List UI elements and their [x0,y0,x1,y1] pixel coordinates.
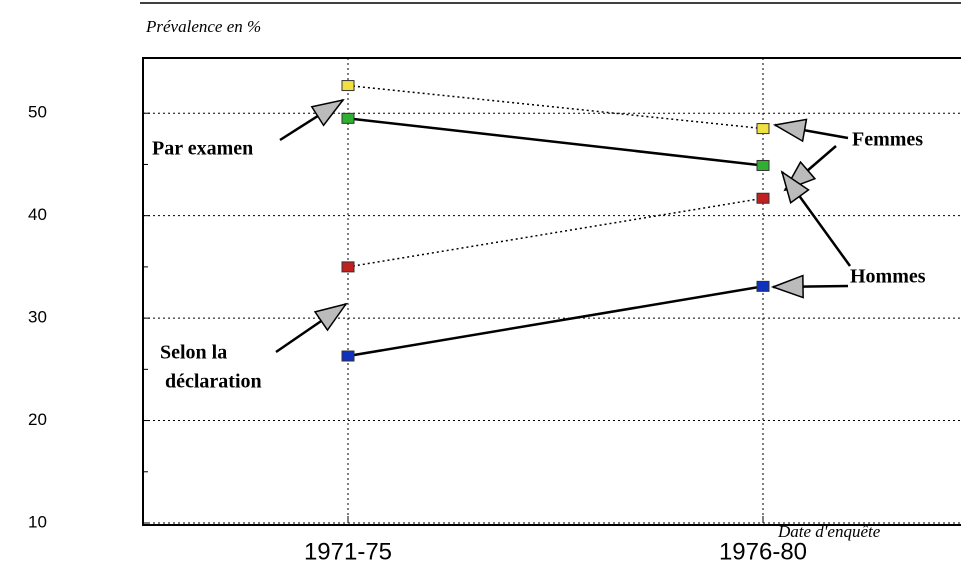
arrow-head [770,274,804,299]
marker [756,192,770,204]
annotation: Selon la [160,342,227,364]
plot-area [142,57,961,526]
marker [341,350,355,362]
series-line [347,117,764,167]
y-tick-label: 10 [28,512,47,531]
y-tick-label: 30 [28,308,47,327]
annotation: Hommes [850,266,926,288]
arrow-head [313,302,348,332]
plot-frame [142,57,961,526]
x-tick-label: 1976-80 [719,538,807,565]
arrows [275,98,852,354]
marker [341,261,355,273]
y-tick-label: 20 [28,410,47,429]
marker [341,80,355,92]
series-line [347,84,764,130]
y-tick-label: 50 [28,103,47,122]
x-axis-label: Date d'enquête [777,522,881,541]
y-tick-label: 40 [28,205,47,224]
arrow-head [310,98,345,127]
annotation: déclaration [165,371,262,393]
arrow-head [772,118,808,143]
x-tick-label: 1971-75 [304,538,392,565]
arrow-head [780,170,810,204]
series-line [347,197,764,268]
series-line [347,285,764,358]
annotation: Par examen [152,138,253,160]
y-axis-label: Prévalence en % [145,17,261,36]
marker [756,280,770,292]
marker [756,159,770,171]
annotation: Femmes [852,129,923,151]
marker [341,112,355,124]
marker [756,123,770,135]
